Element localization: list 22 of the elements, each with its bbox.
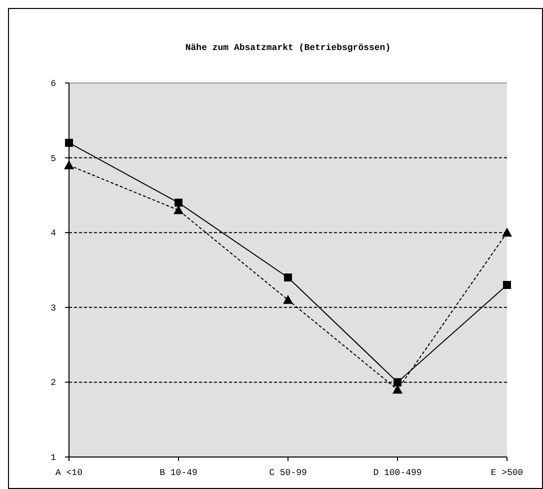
chart-title: Nähe zum Absatzmarkt (Betriebsgrössen) (185, 43, 391, 53)
y-tick-label: 3 (50, 303, 56, 314)
point (392, 384, 402, 394)
y-tick-label: 6 (50, 79, 56, 89)
point (283, 294, 293, 304)
y-tick-label: 5 (50, 154, 56, 164)
y-tick-label: 4 (50, 228, 56, 239)
y-tick-label: 1 (50, 453, 56, 463)
y-tick-label: 2 (50, 378, 56, 388)
point (174, 205, 184, 214)
x-tick-label: D 100-499 (373, 468, 422, 478)
point (394, 378, 402, 386)
x-tick-label: A <10 (55, 468, 83, 478)
point (174, 198, 182, 207)
point (65, 138, 73, 147)
point (503, 280, 511, 289)
point (284, 273, 292, 282)
point (64, 160, 74, 170)
x-tick-label: E >500 (490, 468, 524, 478)
point (502, 228, 512, 237)
x-tick-label: C 50-99 (269, 468, 307, 478)
x-tick-label: B 10-49 (160, 468, 198, 478)
